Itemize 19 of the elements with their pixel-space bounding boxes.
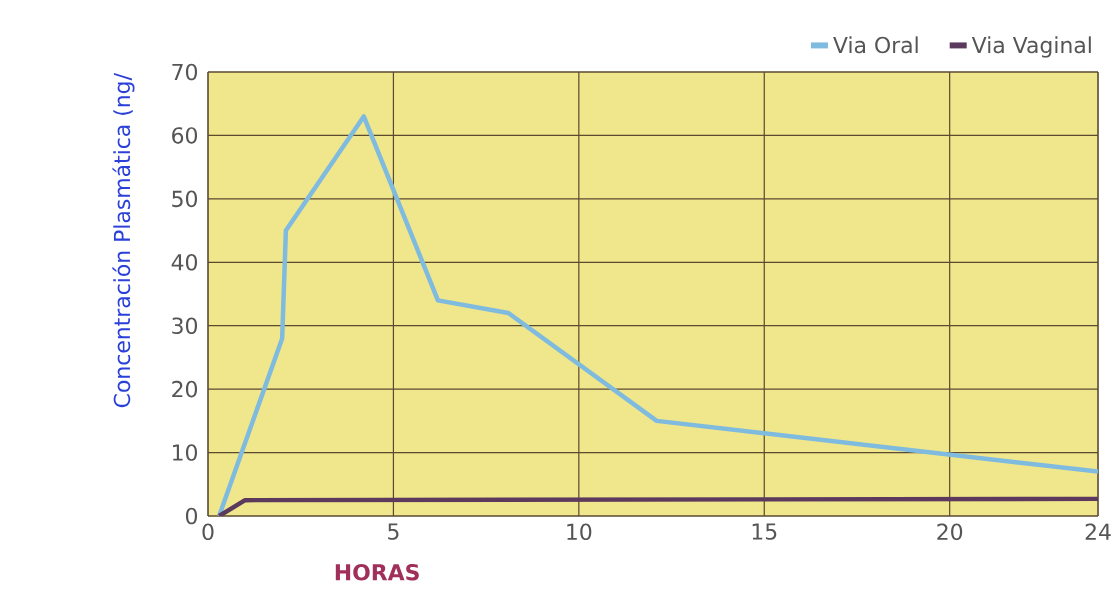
y-tick-label: 30	[172, 317, 198, 334]
y-tick-label: 50	[172, 190, 198, 208]
x-tick-label: 24	[1085, 523, 1111, 540]
x-tick-label: 20	[937, 523, 963, 541]
line-series	[216, 114, 1099, 516]
y-tick-label: 0	[185, 507, 198, 525]
y-tick-label: 70	[172, 63, 198, 81]
legend-label: Via Vaginal	[971, 36, 1091, 58]
x-tick-label: 10	[567, 523, 592, 541]
x-tick-label: 5	[388, 523, 399, 540]
legend-label: Via Oral	[833, 36, 918, 54]
x-axis-title: HORAS	[335, 563, 419, 581]
y-tick-label: 20	[172, 380, 198, 398]
x-tick-label: 15	[752, 523, 777, 540]
y-axis-title: Concentración Plasmática (ng/	[112, 73, 135, 408]
y-tick-label: 40	[171, 254, 198, 271]
x-tick-label: 0	[202, 523, 214, 541]
y-tick-label: 60	[172, 127, 198, 144]
y-tick-label: 10	[173, 444, 198, 461]
